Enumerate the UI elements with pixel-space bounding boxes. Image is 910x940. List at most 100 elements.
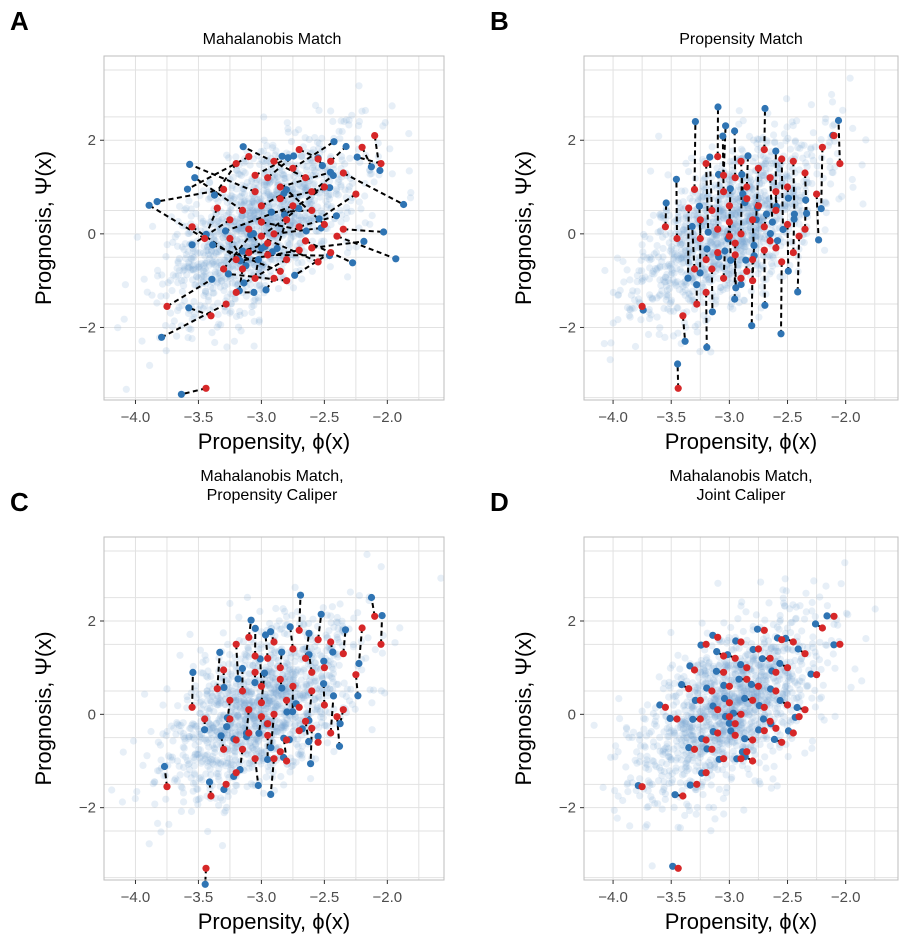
- treated-point: [772, 244, 780, 252]
- background-point: [315, 685, 323, 694]
- treated-point: [232, 288, 240, 296]
- background-point: [272, 217, 280, 225]
- background-point: [207, 248, 215, 256]
- control-point: [234, 675, 242, 683]
- background-point: [664, 291, 672, 299]
- background-point: [780, 130, 789, 138]
- background-point: [308, 200, 316, 209]
- background-point: [188, 253, 197, 261]
- background-point: [302, 184, 310, 192]
- background-point: [288, 217, 296, 225]
- background-point: [245, 195, 253, 203]
- control-point: [329, 171, 337, 180]
- treated-point: [289, 164, 297, 172]
- background-point: [274, 213, 283, 221]
- y-tick-label: 0: [88, 226, 96, 243]
- treated-point: [339, 650, 347, 658]
- treated-point: [690, 185, 699, 193]
- background-point: [281, 202, 289, 210]
- treated-point: [232, 160, 240, 168]
- control-point: [768, 218, 777, 226]
- control-point: [145, 201, 153, 209]
- gridlines: [583, 56, 898, 400]
- background-point: [747, 176, 755, 184]
- background-point: [203, 258, 211, 266]
- background-point: [217, 274, 225, 282]
- background-point: [203, 758, 211, 767]
- background-point: [303, 166, 311, 174]
- background-point: [263, 182, 271, 190]
- background-point: [228, 184, 236, 192]
- control-point: [217, 732, 225, 740]
- background-point: [223, 280, 231, 288]
- background-point: [263, 142, 271, 150]
- background-point: [295, 216, 303, 224]
- background-point: [277, 273, 285, 281]
- background-point: [778, 180, 786, 188]
- background-point: [363, 550, 371, 559]
- background-point: [846, 74, 854, 82]
- background-point: [333, 613, 341, 622]
- background-point: [316, 193, 324, 201]
- background-point: [677, 268, 686, 276]
- treated-point: [257, 218, 265, 226]
- background-point: [769, 775, 777, 783]
- background-point: [615, 695, 623, 703]
- background-point: [212, 270, 220, 278]
- background-point: [208, 260, 216, 268]
- background-point: [214, 299, 222, 307]
- treated-point: [308, 668, 316, 676]
- background-point: [646, 291, 654, 299]
- background-point: [368, 170, 376, 178]
- background-point: [276, 257, 284, 265]
- background-point: [200, 268, 208, 276]
- background-point: [200, 261, 208, 269]
- background-point: [652, 713, 660, 721]
- background-point: [309, 181, 317, 189]
- background-point: [831, 712, 839, 721]
- x-tick-label: −2.0: [373, 889, 403, 906]
- background-point: [174, 702, 182, 710]
- background-point: [282, 659, 291, 667]
- background-point: [197, 214, 205, 222]
- background-point: [809, 640, 817, 648]
- background-point: [213, 248, 221, 256]
- treated-point: [377, 640, 385, 648]
- background-point: [271, 174, 279, 182]
- match-link: [676, 363, 680, 389]
- background-point: [301, 134, 309, 142]
- background-point: [674, 304, 682, 312]
- background-point: [310, 197, 318, 205]
- background-point: [252, 211, 260, 219]
- background-point: [623, 304, 632, 312]
- background-point: [233, 166, 241, 174]
- background-point: [229, 173, 237, 182]
- background-point: [735, 261, 744, 269]
- background-point: [343, 249, 352, 257]
- background-point: [338, 152, 346, 161]
- background-point: [173, 264, 181, 272]
- control-point: [706, 153, 714, 161]
- background-point: [326, 263, 334, 271]
- background-point: [847, 683, 855, 691]
- background-point: [355, 82, 363, 90]
- match-link: [222, 234, 252, 270]
- background-point: [769, 254, 778, 262]
- background-point: [278, 167, 286, 175]
- background-point: [244, 678, 252, 686]
- treated-point: [339, 225, 347, 233]
- background-point: [347, 207, 355, 215]
- background-point: [255, 269, 263, 277]
- background-point: [293, 185, 301, 193]
- background-point: [342, 116, 350, 124]
- background-point: [343, 203, 351, 211]
- background-point: [838, 192, 846, 200]
- background-point: [190, 254, 198, 262]
- background-point: [767, 152, 775, 160]
- background-point: [662, 296, 670, 304]
- treated-point: [789, 249, 797, 257]
- background-point: [224, 244, 232, 252]
- treated-point: [320, 664, 328, 672]
- x-tick-label: −2.0: [373, 409, 403, 426]
- background-point: [635, 295, 643, 303]
